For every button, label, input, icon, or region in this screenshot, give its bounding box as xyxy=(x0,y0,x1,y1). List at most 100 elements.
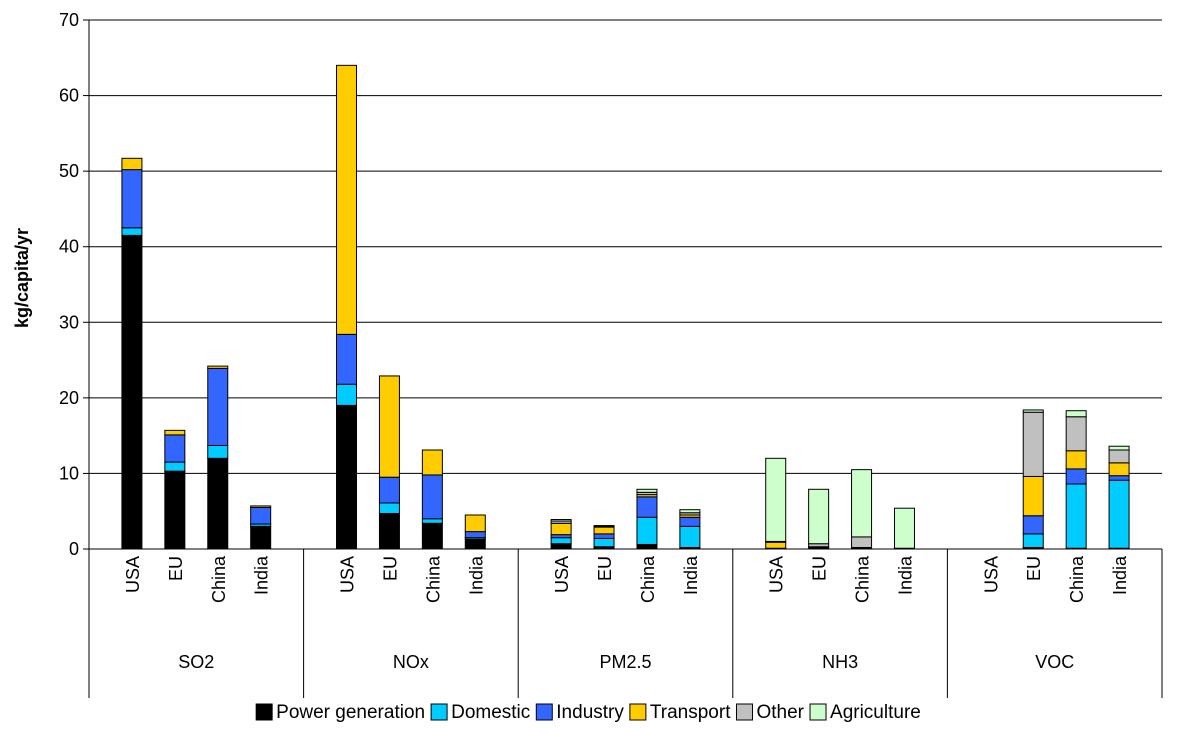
category-label: China xyxy=(638,555,658,603)
group-label: NOx xyxy=(393,652,429,672)
bar-segment xyxy=(164,434,186,463)
category-label: India xyxy=(1110,555,1130,595)
bar-segment xyxy=(336,404,358,550)
bar-segment xyxy=(207,444,229,459)
legend-swatch xyxy=(255,703,273,721)
bar-segment xyxy=(1108,475,1130,481)
bar-segment xyxy=(636,488,658,493)
y-tick-label: 60 xyxy=(59,86,79,106)
bar-segment xyxy=(893,507,915,549)
bar-segment xyxy=(336,64,358,335)
bar-segment xyxy=(207,367,229,446)
bar-segment xyxy=(550,522,572,536)
bar-segment xyxy=(765,457,787,542)
bar-segment xyxy=(636,516,658,545)
bar-segment xyxy=(1022,409,1044,413)
y-tick-label: 30 xyxy=(59,312,79,332)
bar-segment xyxy=(464,514,486,533)
group-label: PM2.5 xyxy=(599,652,651,672)
category-label: China xyxy=(423,555,443,603)
bar-segment xyxy=(164,461,186,472)
bars xyxy=(121,64,1130,550)
bar-segment xyxy=(378,512,400,550)
bar-segment xyxy=(336,383,358,406)
bar-segment xyxy=(421,449,443,476)
y-tick-label: 70 xyxy=(59,10,79,30)
y-axis-label: kg/capita/yr xyxy=(12,228,32,328)
legend-swatch xyxy=(735,703,753,721)
category-label: EU xyxy=(810,556,830,581)
bar-segment xyxy=(1065,483,1087,549)
bar-segment xyxy=(207,365,229,369)
bar-segment xyxy=(1065,416,1087,452)
category-label: USA xyxy=(981,556,1001,593)
bar-segment xyxy=(121,169,143,229)
legend: Power generation Domestic Industry Transpor… xyxy=(255,702,921,723)
bar-segment xyxy=(679,509,701,514)
bar-segment xyxy=(121,157,143,171)
legend-swatch xyxy=(629,703,647,721)
group-label: NH3 xyxy=(822,652,858,672)
bar-segment xyxy=(1108,462,1130,477)
category-label: USA xyxy=(767,556,787,593)
bar-segment xyxy=(1108,445,1130,451)
y-tick-label: 50 xyxy=(59,161,79,181)
bar-segment xyxy=(378,476,400,504)
category-label: USA xyxy=(552,556,572,593)
bar-segment xyxy=(464,538,486,550)
bar-segment xyxy=(121,227,143,236)
y-tick-label: 10 xyxy=(59,463,79,483)
legend-swatch xyxy=(809,703,827,721)
category-label: China xyxy=(853,555,873,603)
y-tick-label: 0 xyxy=(69,539,79,559)
bar-segment xyxy=(421,522,443,550)
bar-segment xyxy=(250,506,272,525)
bar-segment xyxy=(1065,450,1087,470)
bar-segment xyxy=(421,474,443,520)
bar-segment xyxy=(464,531,486,539)
bar-segment xyxy=(250,505,272,508)
bar-segment xyxy=(250,525,272,550)
bar-segment xyxy=(636,543,658,550)
bar-segment xyxy=(121,234,143,550)
group-label: SO2 xyxy=(178,652,214,672)
bar-segment xyxy=(164,470,186,550)
category-label: India xyxy=(252,555,272,595)
legend-label: Industry xyxy=(556,702,624,723)
bar-segment xyxy=(808,488,830,545)
bar-segment xyxy=(1022,515,1044,535)
category-label: EU xyxy=(1024,556,1044,581)
bar-segment xyxy=(1022,475,1044,517)
bar-segment xyxy=(550,519,572,522)
bar-segment xyxy=(593,525,615,527)
bar-segment xyxy=(336,333,358,385)
y-axis-ticks: 0 10 20 30 40 50 60 70 xyxy=(59,10,89,559)
bar-segment xyxy=(765,541,787,549)
category-label: EU xyxy=(595,556,615,581)
bar-segment xyxy=(1022,411,1044,477)
category-label: China xyxy=(1067,555,1087,603)
category-label: EU xyxy=(166,556,186,581)
category-label: EU xyxy=(380,556,400,581)
bar-segment xyxy=(164,429,186,436)
bar-segment xyxy=(593,537,615,548)
gridlines xyxy=(89,19,1162,474)
bar-segment xyxy=(593,533,615,539)
bar-segment xyxy=(207,457,229,550)
bar-segment xyxy=(378,502,400,514)
bar-segment xyxy=(1108,479,1130,549)
bar-segment xyxy=(550,537,572,545)
legend-swatch xyxy=(430,703,448,721)
bar-segment xyxy=(1065,410,1087,418)
legend-label: Other xyxy=(756,702,804,723)
bar-segment xyxy=(1065,468,1087,485)
legend-label: Agriculture xyxy=(830,702,921,723)
group-label: VOC xyxy=(1035,652,1074,672)
y-tick-label: 40 xyxy=(59,237,79,257)
category-label: China xyxy=(209,555,229,603)
bar-segment xyxy=(636,496,658,518)
legend-label: Transport xyxy=(650,702,731,723)
category-label: India xyxy=(681,555,701,595)
legend-label: Domestic xyxy=(451,702,530,723)
